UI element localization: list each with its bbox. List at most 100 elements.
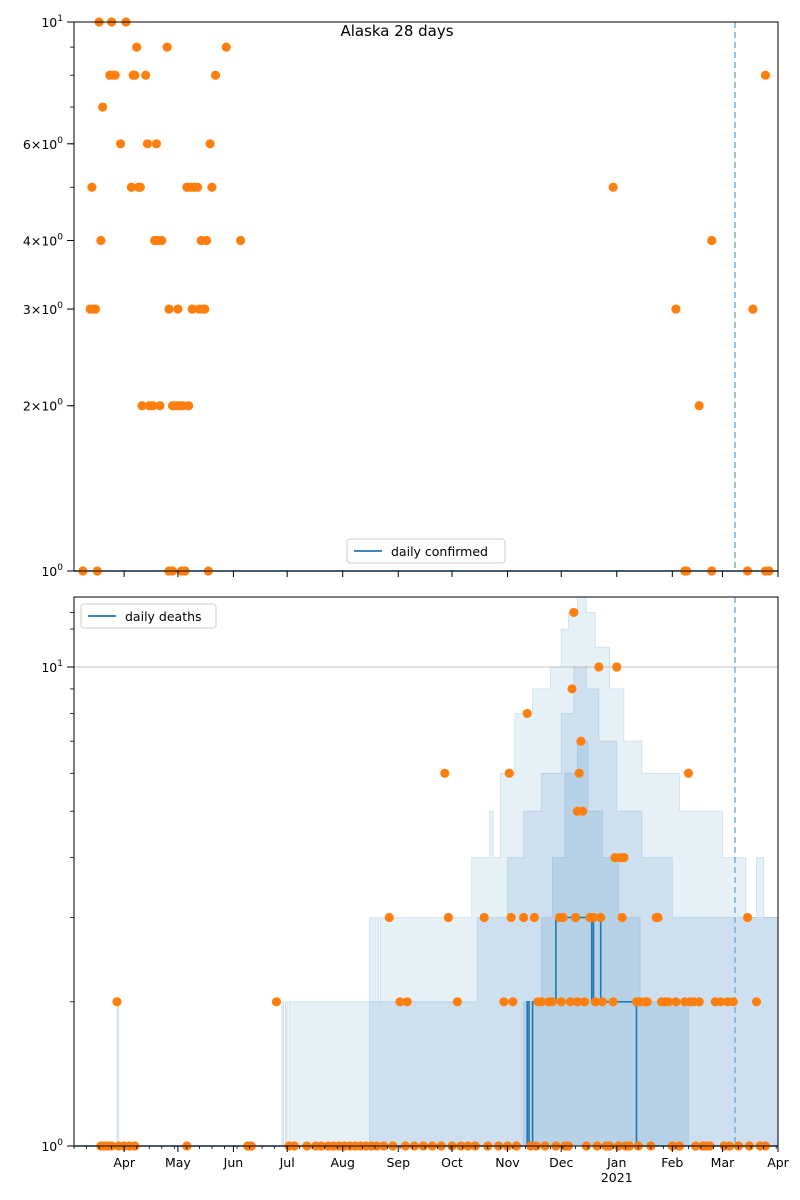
confirmed-point (184, 401, 194, 411)
deaths-point (506, 912, 516, 923)
deaths-point (452, 997, 462, 1007)
deaths-point (569, 607, 579, 618)
confirmed-point (137, 401, 147, 411)
deaths-point (597, 997, 608, 1007)
confirmed-y-tick-label: 4×100 (23, 232, 63, 248)
deaths-point (608, 997, 618, 1007)
confirmed-legend-label: daily confirmed (391, 544, 488, 559)
confirmed-point (221, 42, 231, 52)
deaths-point (596, 912, 606, 923)
deaths-point (728, 997, 738, 1007)
deaths-point (547, 997, 557, 1007)
deaths-point (751, 997, 762, 1007)
deaths-point (558, 912, 568, 923)
deaths-x-tick-label: Nov (495, 1155, 520, 1170)
deaths-point (529, 912, 539, 923)
chart-title: Alaska 28 days (340, 22, 453, 40)
deaths-point (384, 912, 394, 923)
confirmed-point (132, 42, 142, 52)
deaths-point (504, 768, 514, 778)
deaths-point (536, 997, 547, 1007)
confirmed-point (760, 70, 771, 80)
confirmed-point (96, 235, 106, 246)
confirmed-points (78, 17, 774, 576)
deaths-x-tick-label: Mar (711, 1155, 735, 1170)
confirmed-point (707, 235, 717, 246)
confirmed-axes-frame (73, 21, 779, 572)
deaths-point (574, 768, 584, 778)
deaths-point (579, 997, 590, 1007)
deaths-point (570, 912, 581, 923)
confirmed-x-ticks (123, 571, 779, 577)
deaths-x-tick-label: Dec (549, 1155, 573, 1170)
deaths-point (572, 997, 582, 1007)
deaths-point (671, 997, 681, 1007)
confirmed-point (142, 139, 153, 149)
deaths-point (112, 997, 122, 1007)
confirmed-point (205, 139, 215, 149)
deaths-legend: daily deaths (80, 603, 217, 629)
confirmed-point (98, 102, 108, 112)
deaths-x-tick-label: Feb (661, 1155, 683, 1170)
deaths-point (578, 806, 588, 816)
confirmed-y-tick-label: 3×100 (23, 301, 63, 317)
confirmed-legend: daily confirmed (346, 538, 506, 564)
deaths-point (499, 997, 509, 1007)
deaths-point (519, 912, 529, 923)
deaths-point (567, 684, 577, 694)
confirmed-point (187, 304, 197, 314)
deaths-point (716, 997, 726, 1007)
confirmed-point (162, 42, 172, 52)
confirmed-point (210, 70, 221, 80)
confirmed-point (148, 401, 158, 411)
deaths-plot-area (74, 597, 778, 1146)
deaths-x-tick-label: Apr (767, 1155, 789, 1170)
deaths-x-tick-label: Apr (113, 1155, 135, 1170)
confirmed-plot-area (74, 22, 778, 571)
deaths-point (508, 997, 518, 1007)
confirmed-point (157, 235, 167, 246)
deaths-point (642, 997, 652, 1007)
confirmed-point (164, 304, 174, 314)
deaths-point (565, 997, 575, 1007)
deaths-point (556, 997, 566, 1007)
confirmed-point (141, 70, 151, 80)
deaths-point (440, 768, 450, 778)
confirmed-legend-box (346, 538, 506, 564)
deaths-x-tick-label: Aug (330, 1155, 354, 1170)
deaths-point (522, 708, 532, 719)
confirmed-point (155, 401, 165, 411)
deaths-x-tick-label: Jun (223, 1155, 244, 1170)
deaths-point (619, 853, 629, 863)
deaths-point (443, 912, 453, 923)
confirmed-point (694, 401, 704, 411)
deaths-point (683, 768, 694, 778)
confirmed-point (193, 182, 203, 192)
deaths-x-tick-label: Jan (606, 1155, 626, 1170)
confirmed-point (115, 139, 126, 149)
confirmed-point (173, 304, 183, 314)
confirmed-point (671, 304, 681, 314)
confirmed-y-tick-label: 2×100 (23, 398, 63, 414)
confirmed-y-tick-label: 6×100 (23, 136, 63, 152)
confirmed-point (201, 235, 212, 246)
deaths-axes-frame (73, 596, 779, 1147)
confirmed-point (87, 182, 97, 192)
deaths-point (271, 997, 282, 1007)
confirmed-point (135, 182, 145, 192)
deaths-point (588, 912, 599, 923)
deaths-point (653, 912, 663, 923)
confirmed-point (151, 139, 162, 149)
deaths-point (664, 997, 674, 1007)
deaths-x-tick-label: May (165, 1155, 191, 1170)
deaths-x-ticks: Apr May Jun Jul Aug Sep Oct Nov Dec Jan Feb Mar Apr (73, 1146, 790, 1170)
deaths-point (617, 912, 627, 923)
confirmed-point (90, 304, 101, 314)
deaths-x-tick-label: Sep (386, 1155, 410, 1170)
confirmed-point (110, 70, 120, 80)
deaths-point (402, 997, 412, 1007)
confirmed-point (235, 235, 246, 246)
deaths-x-tick-label: Oct (441, 1155, 463, 1170)
